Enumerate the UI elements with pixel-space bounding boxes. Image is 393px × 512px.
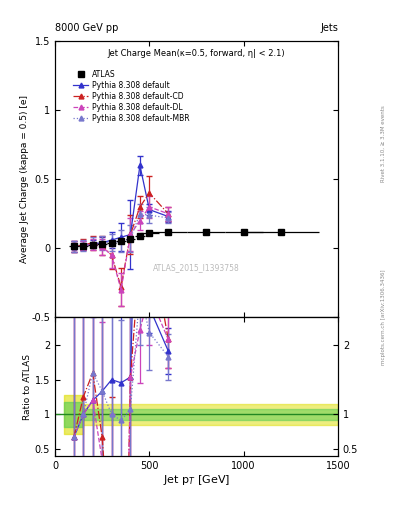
Text: Jets: Jets xyxy=(320,23,338,33)
Y-axis label: Average Jet Charge (kappa = 0.5) [e]: Average Jet Charge (kappa = 0.5) [e] xyxy=(20,95,29,263)
Text: Jet Charge Mean(κ=0.5, forward, η| < 2.1): Jet Charge Mean(κ=0.5, forward, η| < 2.1… xyxy=(108,49,285,58)
Y-axis label: Ratio to ATLAS: Ratio to ATLAS xyxy=(23,354,32,419)
Text: ATLAS_2015_I1393758: ATLAS_2015_I1393758 xyxy=(153,263,240,272)
Text: 8000 GeV pp: 8000 GeV pp xyxy=(55,23,118,33)
X-axis label: Jet p$_T$ [GeV]: Jet p$_T$ [GeV] xyxy=(163,473,230,487)
Text: Rivet 3.1.10, ≥ 3.3M events: Rivet 3.1.10, ≥ 3.3M events xyxy=(381,105,386,182)
Legend: ATLAS, Pythia 8.308 default, Pythia 8.308 default-CD, Pythia 8.308 default-DL, P: ATLAS, Pythia 8.308 default, Pythia 8.30… xyxy=(70,67,193,125)
Text: mcplots.cern.ch [arXiv:1306.3436]: mcplots.cern.ch [arXiv:1306.3436] xyxy=(381,270,386,365)
